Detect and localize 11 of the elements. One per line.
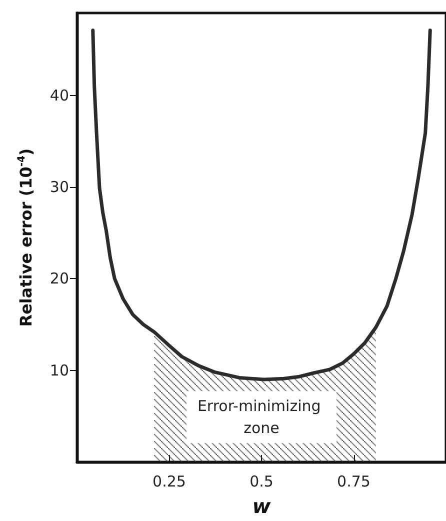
x-axis-title: w — [252, 494, 272, 518]
x-tick-label: 0.5 — [250, 472, 274, 490]
y-tick-label: 30 — [50, 178, 69, 196]
x-tick-label: 0.75 — [337, 472, 370, 490]
y-tick-label: 20 — [50, 270, 69, 288]
y-tick-label: 10 — [50, 361, 69, 380]
annotation: Error-minimizing zone — [197, 397, 326, 438]
line-series — [91, 28, 432, 382]
y-axis-title: Relative error (10-4) — [16, 148, 36, 327]
x-tick-label: 0.25 — [152, 472, 186, 490]
y-tick-label: 40 — [50, 86, 69, 104]
